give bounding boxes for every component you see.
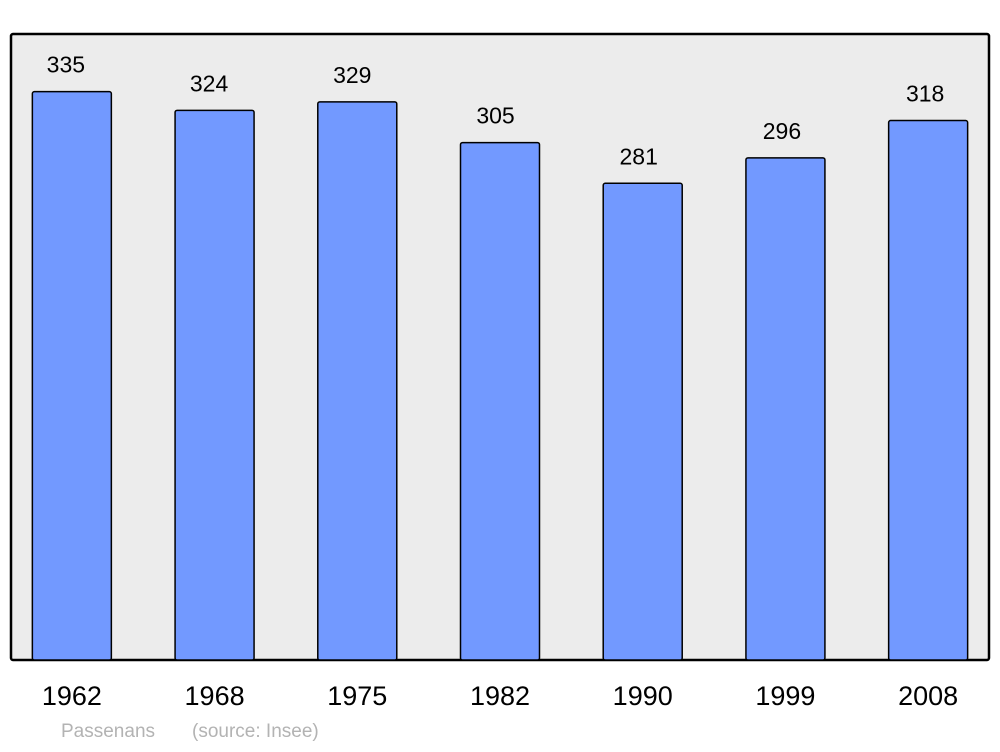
- data-label-1999: 296: [763, 118, 801, 144]
- bar-2008: [887, 119, 969, 661]
- x-tick-label-1975: 1975: [327, 681, 387, 711]
- footer-source: (source: Insee): [192, 721, 319, 742]
- bar-1968: [174, 109, 255, 661]
- bar-1962: [31, 90, 113, 661]
- data-label-1975: 329: [333, 62, 371, 88]
- data-label-1990: 281: [620, 143, 658, 169]
- x-tick-label-1968: 1968: [185, 681, 245, 711]
- data-label-1982: 305: [476, 103, 514, 129]
- bar-1990: [602, 182, 683, 661]
- bar-1982: [459, 141, 541, 661]
- bar-1999: [745, 157, 826, 661]
- x-tick-label-1990: 1990: [613, 681, 673, 711]
- x-tick-label-1999: 1999: [755, 681, 815, 711]
- x-tick-label-2008: 2008: [898, 681, 958, 711]
- bar-1975: [317, 101, 398, 661]
- data-label-1962: 335: [47, 52, 85, 78]
- x-tick-label-1962: 1962: [42, 681, 102, 711]
- data-label-1968: 324: [190, 70, 229, 96]
- data-label-2008: 318: [906, 81, 944, 107]
- footer-place: Passenans: [61, 721, 155, 742]
- x-tick-label-1982: 1982: [470, 681, 530, 711]
